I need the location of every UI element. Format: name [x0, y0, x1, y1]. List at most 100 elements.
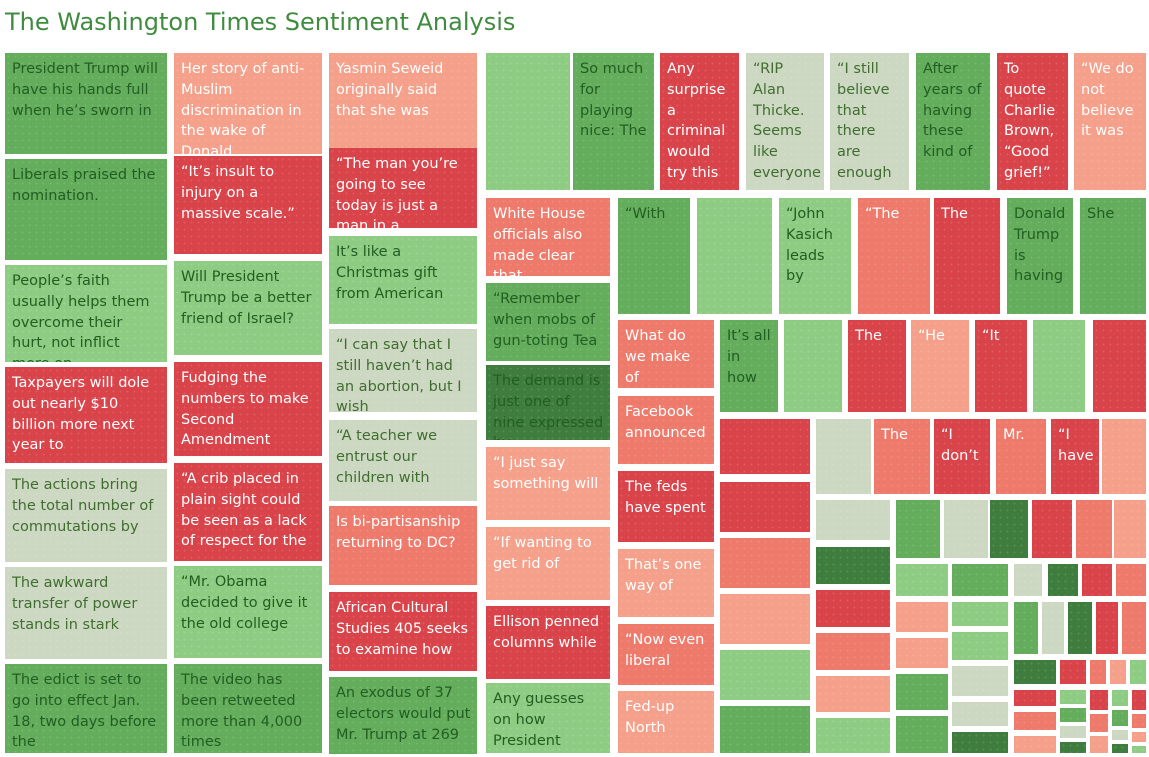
- treemap-tile[interactable]: Any guesses on how President: [486, 683, 610, 753]
- treemap-tile[interactable]: [816, 500, 890, 540]
- treemap-tile[interactable]: Yasmin Seweid originally said that she w…: [329, 53, 477, 148]
- treemap-tile[interactable]: People’s faith usually helps them overco…: [5, 265, 167, 362]
- treemap-tile[interactable]: [952, 564, 1008, 596]
- treemap-tile[interactable]: [486, 53, 570, 190]
- treemap-tile[interactable]: The demand is just one of nine expressed…: [486, 365, 610, 440]
- treemap-tile[interactable]: [990, 500, 1028, 558]
- treemap-tile[interactable]: [896, 638, 948, 668]
- treemap-tile[interactable]: African Cultural Studies 405 seeks to ex…: [329, 592, 477, 671]
- treemap-tile[interactable]: “John Kasich leads by: [779, 198, 851, 314]
- treemap-tile[interactable]: “Remember when mobs of gun-toting Tea: [486, 283, 610, 361]
- treemap-tile[interactable]: The: [874, 419, 930, 494]
- treemap-tile[interactable]: [1060, 742, 1086, 753]
- treemap-tile[interactable]: “I can say that I still haven’t had an a…: [329, 329, 477, 412]
- treemap-tile[interactable]: What do we make of: [618, 320, 714, 388]
- treemap-tile[interactable]: “RIP Alan Thicke. Seems like everyone: [746, 53, 824, 190]
- treemap-tile[interactable]: [952, 732, 1008, 753]
- treemap-tile[interactable]: Any surprise a criminal would try this: [660, 53, 739, 190]
- treemap-tile[interactable]: [1014, 690, 1056, 706]
- treemap-tile[interactable]: “I still believe that there are enough: [830, 53, 909, 190]
- treemap-tile[interactable]: To quote Charlie Brown, “Good grief!”: [997, 53, 1068, 190]
- treemap-tile[interactable]: Facebook announced: [618, 396, 714, 464]
- treemap-tile[interactable]: [952, 702, 1008, 726]
- treemap-tile[interactable]: [816, 676, 890, 712]
- treemap-tile[interactable]: The edict is set to go into effect Jan. …: [5, 664, 167, 753]
- treemap-tile[interactable]: [896, 674, 948, 710]
- treemap-tile[interactable]: Will President Trump be a better friend …: [174, 261, 322, 355]
- treemap-tile[interactable]: [816, 718, 890, 753]
- treemap-tile[interactable]: [816, 547, 890, 584]
- treemap-tile[interactable]: [1090, 736, 1108, 753]
- treemap-tile[interactable]: [1102, 419, 1146, 494]
- treemap-tile[interactable]: [720, 538, 810, 588]
- treemap-tile[interactable]: [720, 706, 810, 753]
- treemap-tile[interactable]: [697, 198, 772, 314]
- treemap-tile[interactable]: The: [848, 320, 906, 412]
- treemap-tile[interactable]: She: [1080, 198, 1146, 314]
- treemap-tile[interactable]: President Trump will have his hands full…: [5, 53, 167, 154]
- treemap-tile[interactable]: [1014, 602, 1038, 654]
- treemap-tile[interactable]: [816, 419, 871, 494]
- treemap-tile[interactable]: [1060, 708, 1086, 722]
- treemap-tile[interactable]: [1033, 320, 1085, 412]
- treemap-tile[interactable]: [1014, 564, 1042, 596]
- treemap-tile[interactable]: [1068, 602, 1092, 654]
- treemap-tile[interactable]: [1132, 732, 1146, 742]
- treemap-tile[interactable]: That’s one way of: [618, 549, 714, 617]
- treemap-tile[interactable]: [1032, 500, 1072, 558]
- treemap-tile[interactable]: After years of having these kind of: [916, 53, 990, 190]
- treemap-tile[interactable]: [1060, 726, 1086, 738]
- treemap-tile[interactable]: The: [934, 198, 1000, 314]
- treemap-tile[interactable]: [1110, 660, 1126, 684]
- treemap-tile[interactable]: [1060, 660, 1086, 684]
- treemap-tile[interactable]: [1048, 564, 1078, 596]
- treemap-tile[interactable]: [952, 632, 1008, 660]
- treemap-tile[interactable]: “It’s insult to injury on a massive scal…: [174, 156, 322, 254]
- treemap-tile[interactable]: “Now even liberal: [618, 624, 714, 685]
- treemap-tile[interactable]: [896, 602, 948, 632]
- treemap-tile[interactable]: [1114, 500, 1146, 558]
- treemap-tile[interactable]: It’s like a Christmas gift from American: [329, 236, 477, 324]
- treemap-tile[interactable]: [1112, 730, 1128, 740]
- treemap-tile[interactable]: [952, 602, 1008, 626]
- treemap-tile[interactable]: “I have: [1051, 419, 1099, 494]
- treemap-tile[interactable]: [1042, 602, 1064, 654]
- treemap-tile[interactable]: “The man you’re going to see today is ju…: [329, 148, 477, 228]
- treemap-tile[interactable]: [1132, 690, 1146, 710]
- treemap-tile[interactable]: “He: [911, 320, 969, 412]
- treemap-tile[interactable]: Mr.: [996, 419, 1046, 494]
- treemap-tile[interactable]: “If wanting to get rid of: [486, 527, 610, 600]
- treemap-tile[interactable]: Ellison penned columns while: [486, 606, 610, 679]
- treemap-tile[interactable]: “Mr. Obama decided to give it the old co…: [174, 566, 322, 658]
- treemap-tile[interactable]: [1090, 714, 1108, 732]
- treemap-tile[interactable]: “I don’t: [934, 419, 990, 494]
- treemap-tile[interactable]: [952, 666, 1008, 696]
- treemap-tile[interactable]: The actions bring the total number of co…: [5, 469, 167, 562]
- treemap-tile[interactable]: [1076, 500, 1112, 558]
- treemap-tile[interactable]: [1014, 660, 1056, 684]
- treemap-tile[interactable]: [1116, 564, 1146, 596]
- treemap-tile[interactable]: [720, 419, 810, 474]
- treemap-tile[interactable]: “It: [975, 320, 1027, 412]
- treemap-tile[interactable]: An exodus of 37 electors would put Mr. T…: [329, 677, 477, 754]
- treemap-tile[interactable]: [1014, 712, 1056, 730]
- treemap-tile[interactable]: Fudging the numbers to make Second Amend…: [174, 362, 322, 456]
- treemap-tile[interactable]: “A teacher we entrust our children with: [329, 420, 477, 501]
- treemap-tile[interactable]: [1014, 736, 1056, 753]
- treemap-tile[interactable]: It’s all in how: [720, 320, 778, 412]
- treemap-tile[interactable]: Is bi-partisanship returning to DC?: [329, 506, 477, 585]
- treemap-tile[interactable]: “A crib placed in plain sight could be s…: [174, 463, 322, 561]
- treemap-tile[interactable]: The video has been retweeted more than 4…: [174, 664, 322, 753]
- treemap-tile[interactable]: [1093, 320, 1146, 412]
- treemap-tile[interactable]: [816, 590, 890, 627]
- treemap-tile[interactable]: [1090, 660, 1106, 684]
- treemap-tile[interactable]: [896, 500, 940, 558]
- treemap-tile[interactable]: [1132, 746, 1146, 753]
- treemap-tile[interactable]: [896, 716, 948, 753]
- treemap-tile[interactable]: [1112, 744, 1128, 753]
- treemap-tile[interactable]: [1090, 690, 1108, 710]
- treemap-tile[interactable]: [720, 650, 810, 700]
- treemap-tile[interactable]: [896, 564, 948, 596]
- treemap-tile[interactable]: Liberals praised the nomination.: [5, 159, 167, 260]
- treemap-tile[interactable]: [1132, 714, 1146, 728]
